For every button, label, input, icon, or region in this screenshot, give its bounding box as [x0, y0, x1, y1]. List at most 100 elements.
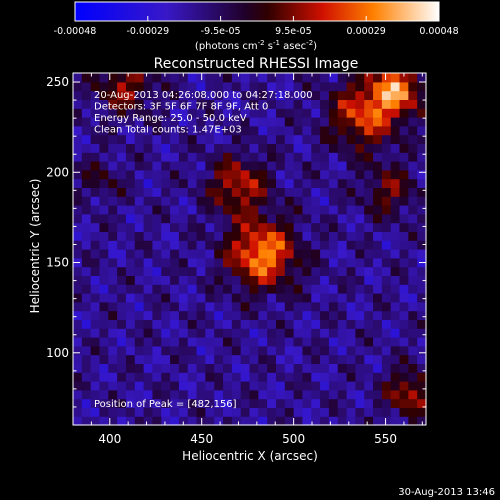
heatmap-cell: [373, 310, 383, 320]
heatmap-cell: [249, 90, 259, 100]
heatmap-cell: [161, 117, 171, 127]
heatmap-cell: [205, 161, 215, 171]
heatmap-cell: [240, 117, 251, 127]
heatmap-cell: [178, 301, 189, 312]
heatmap-cell: [258, 337, 268, 347]
heatmap-cell: [337, 293, 348, 303]
heatmap-cell: [108, 310, 118, 320]
heatmap-cell: [284, 345, 295, 356]
heatmap-cell: [373, 249, 383, 259]
heatmap-cell: [134, 187, 145, 197]
heatmap-cell: [399, 178, 409, 188]
heatmap-cell: [249, 293, 259, 303]
heatmap-cell: [178, 354, 189, 364]
heatmap-cell: [346, 337, 356, 347]
heatmap-cell: [205, 213, 215, 224]
peak-position-label: Position of Peak = [482,156]: [94, 399, 237, 410]
heatmap-cell: [90, 161, 101, 171]
heatmap-cell: [134, 363, 145, 373]
heatmap-cell: [143, 328, 154, 338]
heatmap-cell: [408, 187, 418, 197]
heatmap-cell: [284, 372, 295, 382]
heatmap-cell: [346, 178, 356, 188]
heatmap-cell: [90, 257, 101, 268]
heatmap-cell: [90, 169, 101, 180]
heatmap-cell: [249, 205, 259, 215]
heatmap-cell: [134, 266, 145, 276]
heatmap-cell: [373, 213, 383, 224]
heatmap-cell: [214, 407, 224, 417]
heatmap-cell: [293, 161, 304, 171]
heatmap-cell: [90, 90, 101, 100]
heatmap-cell: [90, 266, 101, 276]
heatmap-cell: [284, 240, 295, 250]
heatmap-cell: [417, 275, 427, 285]
heatmap-cell: [267, 169, 277, 180]
heatmap-cell: [258, 310, 268, 320]
heatmap-cell: [346, 213, 356, 224]
heatmap-cell: [205, 169, 215, 180]
heatmap-cell: [108, 134, 118, 144]
heatmap-cell: [125, 275, 136, 285]
heatmap-cell: [408, 161, 418, 171]
annotation-line: Detectors: 3F 5F 6F 7F 8F 9F, Att 0: [94, 102, 268, 113]
heatmap-cell: [223, 284, 233, 294]
heatmap-cell: [73, 275, 83, 285]
heatmap-cell: [143, 152, 154, 162]
heatmap-cell: [125, 196, 136, 206]
heatmap-cell: [373, 266, 383, 276]
heatmap-cell: [125, 99, 136, 109]
heatmap-cell: [346, 381, 356, 391]
heatmap-cell: [73, 161, 83, 171]
heatmap-cell: [302, 363, 312, 373]
heatmap-cell: [81, 117, 92, 127]
heatmap-cell: [267, 73, 277, 83]
heatmap-cell: [328, 117, 339, 127]
heatmap-cell: [373, 301, 383, 312]
heatmap-cell: [373, 134, 383, 144]
heatmap-cell: [275, 372, 286, 382]
heatmap-cell: [311, 354, 321, 364]
heatmap-cell: [311, 152, 321, 162]
heatmap-cell: [267, 275, 277, 285]
heatmap-cell: [223, 213, 233, 224]
heatmap-cell: [267, 90, 277, 100]
heatmap-cell: [125, 169, 136, 180]
heatmap-cell: [134, 301, 145, 312]
heatmap-cell: [108, 161, 118, 171]
heatmap-cell: [302, 266, 312, 276]
heatmap-cell: [381, 178, 392, 188]
heatmap-cell: [293, 266, 304, 276]
heatmap-cell: [152, 416, 162, 426]
heatmap-cell: [152, 240, 162, 250]
heatmap-cell: [170, 407, 180, 417]
heatmap-cell: [381, 345, 392, 356]
heatmap-cell: [284, 328, 295, 338]
heatmap-cell: [417, 152, 427, 162]
heatmap-cell: [161, 372, 171, 382]
heatmap-cell: [196, 196, 206, 206]
heatmap-cell: [125, 134, 136, 144]
y-tick-label: 150: [46, 256, 69, 270]
colorbar-ticks: -0.00048 -0.00029 -9.5e-05 9.5e-05 0.00029 0.…: [54, 16, 459, 37]
heatmap-cell: [408, 117, 418, 127]
heatmap-cell: [90, 240, 101, 250]
heatmap-cell: [267, 293, 277, 303]
heatmap-cell: [223, 99, 233, 109]
heatmap-cell: [125, 328, 136, 338]
heatmap-cell: [417, 222, 427, 232]
heatmap-cell: [170, 266, 180, 276]
heatmap-cell: [390, 187, 401, 197]
heatmap-cell: [302, 240, 312, 250]
heatmap-cell: [320, 73, 330, 83]
heatmap-cell: [134, 108, 145, 118]
heatmap-cell: [214, 363, 224, 373]
heatmap-cell: [399, 125, 409, 136]
heatmap-cell: [73, 310, 83, 320]
heatmap-cell: [346, 275, 356, 285]
heatmap-cell: [408, 125, 418, 136]
heatmap-cell: [161, 169, 171, 180]
heatmap-cell: [240, 169, 251, 180]
heatmap-cell: [399, 205, 409, 215]
